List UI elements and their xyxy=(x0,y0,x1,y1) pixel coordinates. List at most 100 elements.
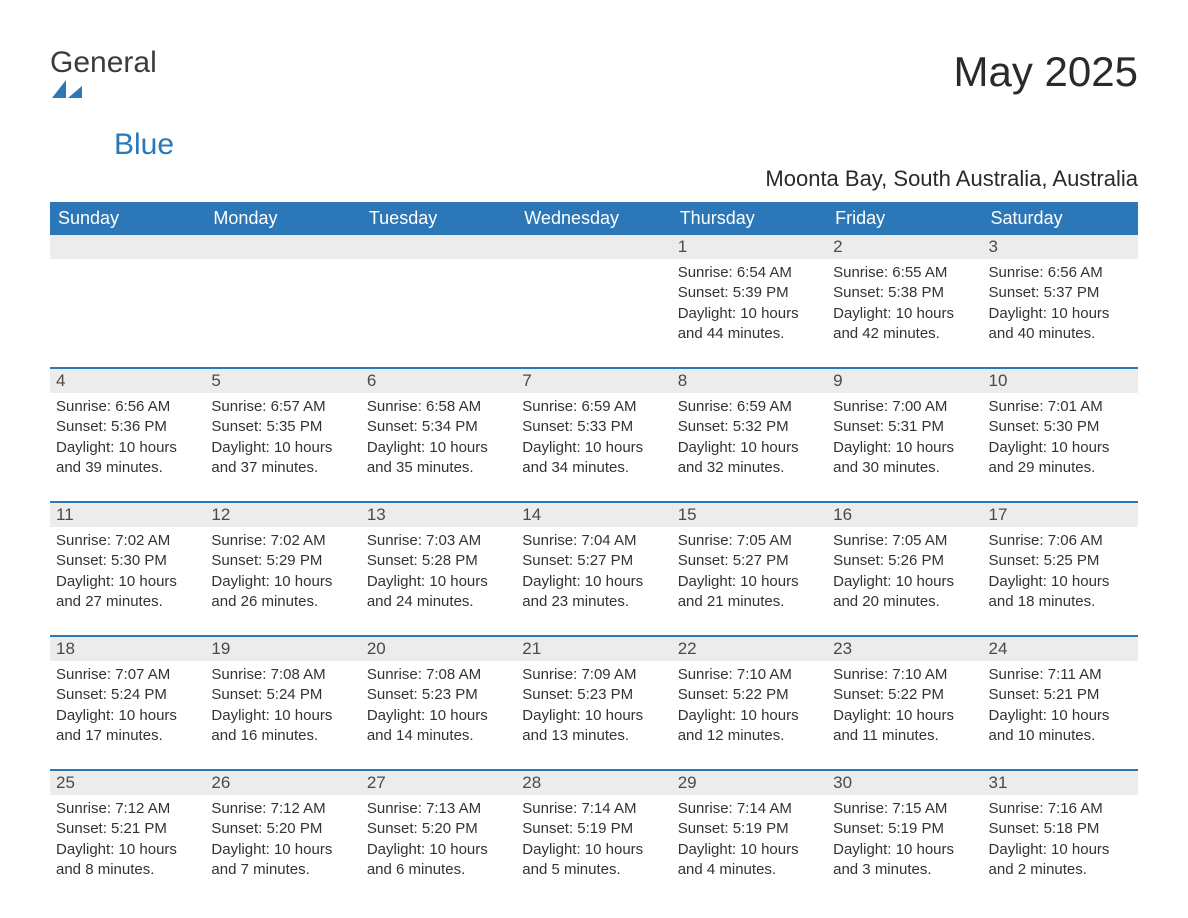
sunset-line: Sunset: 5:34 PM xyxy=(367,417,510,437)
daylight-line: Daylight: 10 hours and 14 minutes. xyxy=(367,706,510,747)
sunset-line: Sunset: 5:26 PM xyxy=(833,551,976,571)
day-cell: 11Sunrise: 7:02 AMSunset: 5:30 PMDayligh… xyxy=(50,503,205,635)
logo: General Blue xyxy=(50,48,174,160)
day-number xyxy=(205,235,360,259)
sunrise-line: Sunrise: 7:08 AM xyxy=(211,665,354,685)
daylight-line: Daylight: 10 hours and 8 minutes. xyxy=(56,840,199,881)
day-cell: 16Sunrise: 7:05 AMSunset: 5:26 PMDayligh… xyxy=(827,503,982,635)
sunset-line: Sunset: 5:32 PM xyxy=(678,417,821,437)
day-body: Sunrise: 6:55 AMSunset: 5:38 PMDaylight:… xyxy=(827,259,982,352)
day-cell: 25Sunrise: 7:12 AMSunset: 5:21 PMDayligh… xyxy=(50,771,205,903)
sunset-line: Sunset: 5:38 PM xyxy=(833,283,976,303)
day-number: 4 xyxy=(50,369,205,393)
day-body: Sunrise: 7:11 AMSunset: 5:21 PMDaylight:… xyxy=(983,661,1138,754)
day-cell-empty xyxy=(205,235,360,367)
day-body: Sunrise: 7:14 AMSunset: 5:19 PMDaylight:… xyxy=(516,795,671,888)
day-number: 13 xyxy=(361,503,516,527)
day-number: 20 xyxy=(361,637,516,661)
daylight-line: Daylight: 10 hours and 39 minutes. xyxy=(56,438,199,479)
day-body: Sunrise: 7:13 AMSunset: 5:20 PMDaylight:… xyxy=(361,795,516,888)
daylight-line: Daylight: 10 hours and 35 minutes. xyxy=(367,438,510,479)
page-title: May 2025 xyxy=(954,48,1138,96)
day-number: 3 xyxy=(983,235,1138,259)
day-cell: 27Sunrise: 7:13 AMSunset: 5:20 PMDayligh… xyxy=(361,771,516,903)
sunrise-line: Sunrise: 7:14 AM xyxy=(522,799,665,819)
daylight-line: Daylight: 10 hours and 4 minutes. xyxy=(678,840,821,881)
day-number: 12 xyxy=(205,503,360,527)
daylight-line: Daylight: 10 hours and 12 minutes. xyxy=(678,706,821,747)
sunrise-line: Sunrise: 6:59 AM xyxy=(522,397,665,417)
sunrise-line: Sunrise: 7:02 AM xyxy=(211,531,354,551)
day-cell-empty xyxy=(50,235,205,367)
day-body: Sunrise: 7:12 AMSunset: 5:20 PMDaylight:… xyxy=(205,795,360,888)
day-cell-empty xyxy=(516,235,671,367)
sunrise-line: Sunrise: 6:56 AM xyxy=(56,397,199,417)
logo-word2: Blue xyxy=(50,130,174,160)
day-cell: 29Sunrise: 7:14 AMSunset: 5:19 PMDayligh… xyxy=(672,771,827,903)
day-body: Sunrise: 6:54 AMSunset: 5:39 PMDaylight:… xyxy=(672,259,827,352)
day-cell: 22Sunrise: 7:10 AMSunset: 5:22 PMDayligh… xyxy=(672,637,827,769)
day-body: Sunrise: 7:06 AMSunset: 5:25 PMDaylight:… xyxy=(983,527,1138,620)
sunset-line: Sunset: 5:25 PM xyxy=(989,551,1132,571)
day-number: 10 xyxy=(983,369,1138,393)
day-body: Sunrise: 7:05 AMSunset: 5:26 PMDaylight:… xyxy=(827,527,982,620)
day-cell: 15Sunrise: 7:05 AMSunset: 5:27 PMDayligh… xyxy=(672,503,827,635)
day-number: 24 xyxy=(983,637,1138,661)
day-cell: 12Sunrise: 7:02 AMSunset: 5:29 PMDayligh… xyxy=(205,503,360,635)
sunrise-line: Sunrise: 6:55 AM xyxy=(833,263,976,283)
sunrise-line: Sunrise: 7:05 AM xyxy=(678,531,821,551)
day-body: Sunrise: 6:56 AMSunset: 5:37 PMDaylight:… xyxy=(983,259,1138,352)
sunrise-line: Sunrise: 7:16 AM xyxy=(989,799,1132,819)
sunrise-line: Sunrise: 7:02 AM xyxy=(56,531,199,551)
sunset-line: Sunset: 5:31 PM xyxy=(833,417,976,437)
daylight-line: Daylight: 10 hours and 17 minutes. xyxy=(56,706,199,747)
daylight-line: Daylight: 10 hours and 23 minutes. xyxy=(522,572,665,613)
day-number: 31 xyxy=(983,771,1138,795)
day-number: 19 xyxy=(205,637,360,661)
sunset-line: Sunset: 5:19 PM xyxy=(678,819,821,839)
day-cell: 3Sunrise: 6:56 AMSunset: 5:37 PMDaylight… xyxy=(983,235,1138,367)
day-number: 8 xyxy=(672,369,827,393)
daylight-line: Daylight: 10 hours and 18 minutes. xyxy=(989,572,1132,613)
sunset-line: Sunset: 5:33 PM xyxy=(522,417,665,437)
sail-icon xyxy=(50,78,174,100)
sunrise-line: Sunrise: 7:10 AM xyxy=(678,665,821,685)
day-body: Sunrise: 6:59 AMSunset: 5:32 PMDaylight:… xyxy=(672,393,827,486)
day-cell: 21Sunrise: 7:09 AMSunset: 5:23 PMDayligh… xyxy=(516,637,671,769)
daylight-line: Daylight: 10 hours and 21 minutes. xyxy=(678,572,821,613)
daylight-line: Daylight: 10 hours and 32 minutes. xyxy=(678,438,821,479)
day-body: Sunrise: 7:05 AMSunset: 5:27 PMDaylight:… xyxy=(672,527,827,620)
sunrise-line: Sunrise: 7:14 AM xyxy=(678,799,821,819)
logo-text: General Blue xyxy=(50,48,174,160)
day-cell: 24Sunrise: 7:11 AMSunset: 5:21 PMDayligh… xyxy=(983,637,1138,769)
day-body: Sunrise: 6:59 AMSunset: 5:33 PMDaylight:… xyxy=(516,393,671,486)
day-cell: 31Sunrise: 7:16 AMSunset: 5:18 PMDayligh… xyxy=(983,771,1138,903)
daylight-line: Daylight: 10 hours and 7 minutes. xyxy=(211,840,354,881)
day-cell: 28Sunrise: 7:14 AMSunset: 5:19 PMDayligh… xyxy=(516,771,671,903)
weekday-thursday: Thursday xyxy=(672,202,827,235)
day-number: 26 xyxy=(205,771,360,795)
day-body: Sunrise: 6:58 AMSunset: 5:34 PMDaylight:… xyxy=(361,393,516,486)
day-body: Sunrise: 7:08 AMSunset: 5:23 PMDaylight:… xyxy=(361,661,516,754)
sunset-line: Sunset: 5:22 PM xyxy=(678,685,821,705)
sunrise-line: Sunrise: 7:08 AM xyxy=(367,665,510,685)
sunset-line: Sunset: 5:27 PM xyxy=(522,551,665,571)
day-cell: 13Sunrise: 7:03 AMSunset: 5:28 PMDayligh… xyxy=(361,503,516,635)
daylight-line: Daylight: 10 hours and 34 minutes. xyxy=(522,438,665,479)
sunset-line: Sunset: 5:19 PM xyxy=(833,819,976,839)
sunset-line: Sunset: 5:37 PM xyxy=(989,283,1132,303)
weekday-monday: Monday xyxy=(205,202,360,235)
day-number: 14 xyxy=(516,503,671,527)
sunrise-line: Sunrise: 6:58 AM xyxy=(367,397,510,417)
day-cell: 6Sunrise: 6:58 AMSunset: 5:34 PMDaylight… xyxy=(361,369,516,501)
sunset-line: Sunset: 5:21 PM xyxy=(56,819,199,839)
sunrise-line: Sunrise: 7:01 AM xyxy=(989,397,1132,417)
day-number: 18 xyxy=(50,637,205,661)
day-body: Sunrise: 7:09 AMSunset: 5:23 PMDaylight:… xyxy=(516,661,671,754)
weekday-tuesday: Tuesday xyxy=(361,202,516,235)
sunrise-line: Sunrise: 7:12 AM xyxy=(56,799,199,819)
sunset-line: Sunset: 5:28 PM xyxy=(367,551,510,571)
sunrise-line: Sunrise: 7:09 AM xyxy=(522,665,665,685)
daylight-line: Daylight: 10 hours and 29 minutes. xyxy=(989,438,1132,479)
daylight-line: Daylight: 10 hours and 6 minutes. xyxy=(367,840,510,881)
